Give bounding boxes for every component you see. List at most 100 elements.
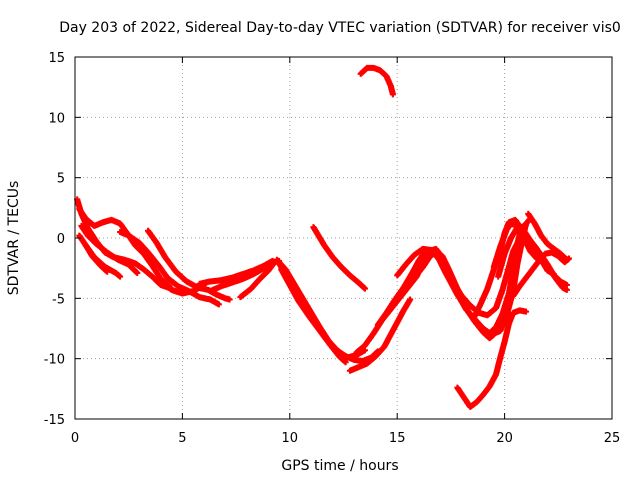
data-point	[198, 282, 202, 286]
data-point	[389, 84, 393, 88]
series-arc-19	[402, 248, 497, 342]
data-point	[524, 276, 528, 280]
data-point	[384, 311, 388, 315]
data-point	[440, 254, 444, 258]
data-point	[277, 261, 281, 265]
data-point	[365, 361, 369, 365]
data-point	[391, 92, 395, 96]
data-point	[496, 275, 500, 279]
data-point	[251, 272, 255, 276]
data-point	[135, 271, 139, 275]
data-point	[533, 244, 537, 248]
data-point	[339, 265, 343, 269]
series-arc-4	[78, 222, 141, 276]
data-point	[165, 276, 169, 280]
series-arc-27	[357, 64, 396, 98]
data-point	[468, 304, 472, 308]
data-point	[127, 234, 131, 238]
data-point	[103, 265, 107, 269]
data-point	[262, 266, 266, 270]
axis-ticks: 0 5 10 15 20 25 -15 -10 -5 0 5 10 15	[44, 51, 621, 446]
data-point	[363, 343, 367, 347]
x-tick-label: 0	[71, 431, 79, 446]
data-point	[155, 241, 159, 245]
data-point	[94, 242, 98, 246]
data-point	[266, 269, 270, 273]
y-tick-label: 0	[57, 232, 65, 247]
data-point	[191, 289, 195, 293]
data-point	[86, 234, 90, 238]
chart-title: Day 203 of 2022, Sidereal Day-to-day VTE…	[59, 20, 621, 36]
data-point	[488, 384, 492, 388]
data-point	[372, 66, 376, 70]
data-point	[412, 276, 416, 280]
series-arc-7	[145, 227, 233, 303]
data-point	[92, 255, 96, 259]
x-tick-label: 5	[178, 431, 186, 446]
data-point	[288, 283, 292, 287]
data-point	[515, 241, 519, 245]
data-point	[404, 263, 408, 267]
data-point	[382, 345, 386, 349]
data-point	[163, 255, 167, 259]
data-point	[174, 270, 178, 274]
data-point	[563, 260, 567, 264]
data-point	[215, 293, 219, 297]
data-point	[352, 358, 356, 362]
data-point	[374, 354, 378, 358]
x-tick-label: 15	[389, 431, 406, 446]
data-point	[447, 267, 451, 271]
data-point	[421, 265, 425, 269]
data-point	[170, 288, 174, 292]
data-point	[208, 279, 212, 283]
data-point	[567, 257, 571, 261]
data-point	[455, 386, 459, 390]
data-point	[473, 314, 477, 318]
data-point	[522, 236, 526, 240]
data-point	[241, 277, 245, 281]
data-point	[475, 400, 479, 404]
series-arc-6	[117, 228, 222, 308]
x-tick-label: 20	[496, 431, 513, 446]
data-point	[434, 249, 438, 253]
data-point	[492, 333, 496, 337]
data-point	[421, 247, 425, 251]
data-point	[230, 276, 234, 280]
data-point	[485, 287, 489, 291]
data-point	[84, 217, 88, 221]
data-point	[311, 225, 315, 229]
data-point	[329, 343, 333, 347]
data-point	[133, 243, 137, 247]
data-point	[543, 252, 547, 256]
data-point	[526, 212, 530, 216]
data-point	[110, 218, 114, 222]
data-point	[337, 354, 341, 358]
data-point	[142, 252, 146, 256]
data-point	[556, 254, 560, 258]
data-point	[296, 299, 300, 303]
data-point	[518, 308, 522, 312]
data-point	[492, 265, 496, 269]
data-point	[462, 395, 466, 399]
data-point	[318, 329, 322, 333]
data-point	[395, 320, 399, 324]
data-point	[208, 298, 212, 302]
data-point	[498, 355, 502, 359]
data-point	[565, 288, 569, 292]
data-point	[372, 331, 376, 335]
data-point	[228, 298, 232, 302]
data-point	[146, 250, 150, 254]
data-point	[509, 222, 513, 226]
data-point	[238, 295, 242, 299]
data-point	[357, 281, 361, 285]
data-point	[468, 405, 472, 409]
data-point	[258, 277, 262, 281]
data-point	[552, 247, 556, 251]
data-point	[481, 330, 485, 334]
data-point	[275, 258, 279, 262]
data-point	[494, 372, 498, 376]
data-point	[77, 207, 81, 211]
x-tick-label: 25	[604, 431, 621, 446]
data-point	[316, 232, 320, 236]
